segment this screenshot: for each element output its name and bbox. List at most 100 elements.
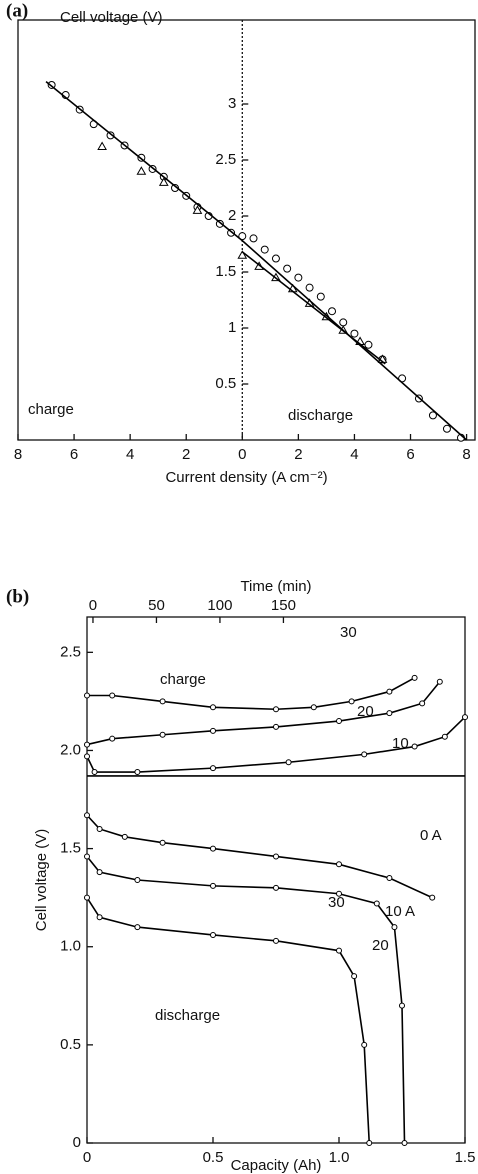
marker [373,900,380,907]
marker [336,861,342,868]
marker [336,890,342,897]
y-tick-label: 1 [228,319,236,336]
x2-tick-label: 50 [148,597,165,614]
marker [158,177,169,186]
marker [192,205,203,214]
curve [86,897,371,1144]
marker [210,765,216,772]
marker [366,1140,373,1146]
curve [241,251,386,365]
curve-label: 20 [357,703,374,720]
x-tick-label: 0 [238,446,246,463]
marker [109,692,116,699]
panel-label: (b) [6,586,29,607]
marker [249,234,258,243]
marker [210,727,216,734]
marker [134,769,141,776]
plot-frame [86,616,466,1144]
marker [336,947,342,954]
x-tick-label: 8 [462,446,470,463]
marker [462,714,468,721]
curve [45,80,468,441]
marker [106,131,115,140]
marker [441,733,448,740]
marker [210,704,216,711]
curve [86,814,433,899]
marker [294,273,303,282]
y-axis-label: Cell voltage (V) [60,9,163,26]
x-tick-label: 4 [126,446,134,463]
marker [351,973,358,980]
x-axis-label: Capacity (Ah) [231,1157,322,1174]
marker [121,833,128,840]
marker [84,753,90,760]
marker [391,924,398,931]
x-axis-label: Current density (A cm⁻²) [165,469,327,486]
y-tick-label: 2.5 [60,643,81,660]
y-tick-label: 1.5 [60,840,81,857]
marker [159,731,166,738]
y-axis-label: Cell voltage (V) [33,829,50,932]
x2-tick-label: 150 [271,597,296,614]
marker [401,1140,408,1146]
marker [109,735,116,742]
marker [350,329,359,338]
marker [273,706,279,713]
marker [215,219,224,228]
plot-frame [17,19,476,441]
marker [84,894,90,901]
marker [237,250,248,259]
curve-label: 30 [328,894,345,911]
x-tick-label: 8 [14,446,22,463]
marker [84,853,90,860]
x2-tick-label: 100 [207,597,232,614]
marker [273,853,279,860]
marker [136,166,147,175]
annotation: discharge [155,1007,220,1024]
curve-label: 10 [392,735,409,752]
marker [305,283,314,292]
marker [84,812,90,819]
x-tick-label: 6 [70,446,78,463]
marker [210,931,216,938]
curve-label: 30 [340,624,357,641]
marker [96,914,103,921]
marker [428,411,437,420]
marker [336,718,342,725]
marker [399,1002,405,1009]
x-tick-label: 1.0 [329,1149,350,1166]
marker [96,825,103,832]
annotation: charge [28,401,74,418]
x-tick-label: 2 [182,446,190,463]
marker [97,141,107,151]
curve-label: 10 A [385,903,415,920]
x-tick-label: 0.5 [203,1149,224,1166]
y-tick-label: 0 [73,1134,81,1151]
y-tick-label: 3 [228,95,236,112]
marker [159,698,166,705]
marker [419,700,426,707]
x2-tick-label: 0 [89,597,97,614]
marker [273,723,279,730]
marker [436,678,443,685]
marker [84,741,90,748]
annotation: charge [160,671,206,688]
marker [386,688,393,695]
marker [442,424,451,433]
marker [210,845,216,852]
y-tick-label: 1.0 [60,938,81,955]
marker [361,1041,368,1048]
annotation: discharge [288,407,353,424]
marker [134,877,141,883]
y-tick-label: 0.5 [60,1036,81,1053]
panel-label: (a) [6,0,28,21]
y-tick-label: 1.5 [215,263,236,280]
marker [159,839,166,846]
curve-label: 0 A [420,827,442,844]
marker [283,264,292,273]
marker [429,894,436,901]
marker [273,884,279,891]
y-tick-label: 2.5 [215,151,236,168]
marker [84,692,90,699]
marker [310,704,317,711]
